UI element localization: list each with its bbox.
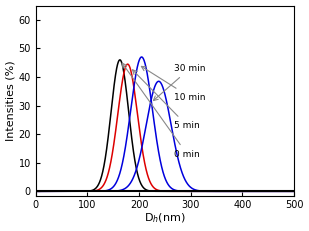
- Text: 0 min: 0 min: [122, 63, 200, 159]
- X-axis label: D$_h$(nm): D$_h$(nm): [144, 212, 186, 225]
- Text: 30 min: 30 min: [153, 64, 206, 100]
- Text: 5 min: 5 min: [133, 70, 200, 130]
- Y-axis label: Intensities (%): Intensities (%): [6, 60, 15, 141]
- Text: 10 min: 10 min: [142, 66, 206, 101]
